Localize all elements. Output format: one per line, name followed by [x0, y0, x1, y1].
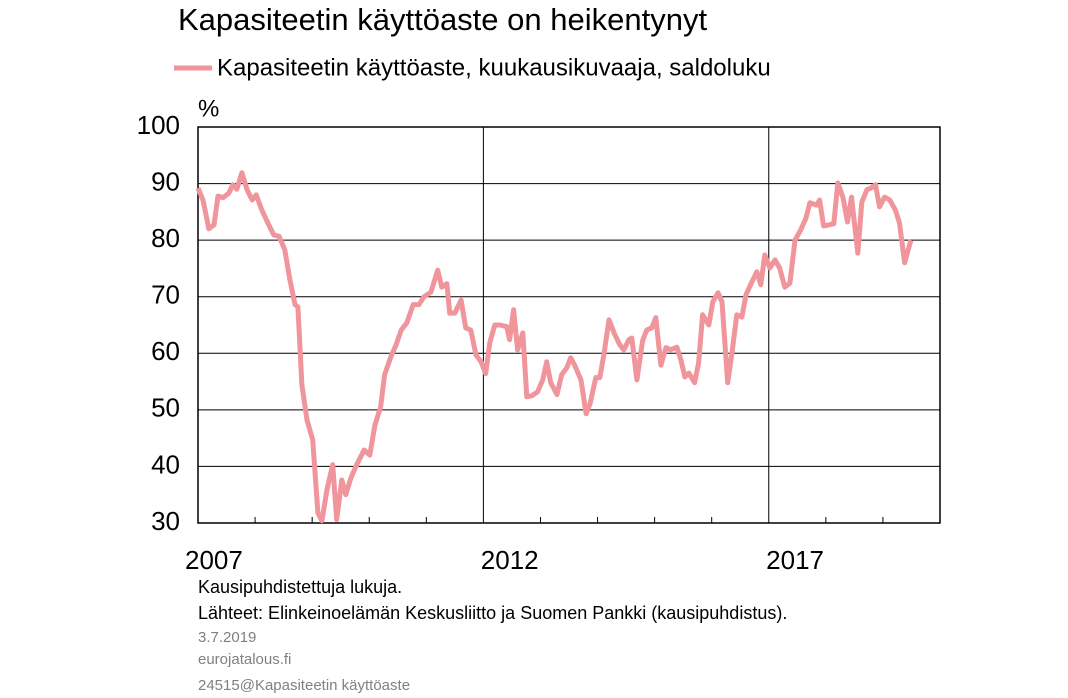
note: Kausipuhdistettuja lukuja. — [198, 577, 402, 597]
note: Lähteet: Elinkeinoelämän Keskusliitto ja… — [198, 603, 787, 623]
y-tick-label: 40 — [151, 449, 180, 479]
data-line — [195, 170, 914, 524]
legend-label: Kapasiteetin käyttöaste, kuukausikuvaaja… — [217, 54, 771, 81]
y-unit: % — [198, 95, 219, 122]
site: eurojatalous.fi — [198, 651, 291, 668]
date: 3.7.2019 — [198, 629, 256, 646]
y-tick-label: 50 — [151, 393, 180, 423]
y-tick-label: 30 — [151, 506, 180, 536]
y-tick-label: 100 — [137, 110, 180, 140]
y-tick-label: 90 — [151, 166, 180, 196]
x-tick-label: 2017 — [766, 545, 824, 575]
y-tick-label: 80 — [151, 223, 180, 253]
chart-id: 24515@Kapasiteetin käyttöaste — [198, 677, 410, 694]
chart-title: Kapasiteetin käyttöaste on heikentynyt — [178, 2, 707, 37]
y-tick-label: 70 — [151, 280, 180, 310]
plot-frame — [197, 126, 941, 524]
y-tick-label: 60 — [151, 336, 180, 366]
x-tick-label: 2012 — [481, 545, 539, 575]
x-tick-label: 2007 — [185, 545, 243, 575]
